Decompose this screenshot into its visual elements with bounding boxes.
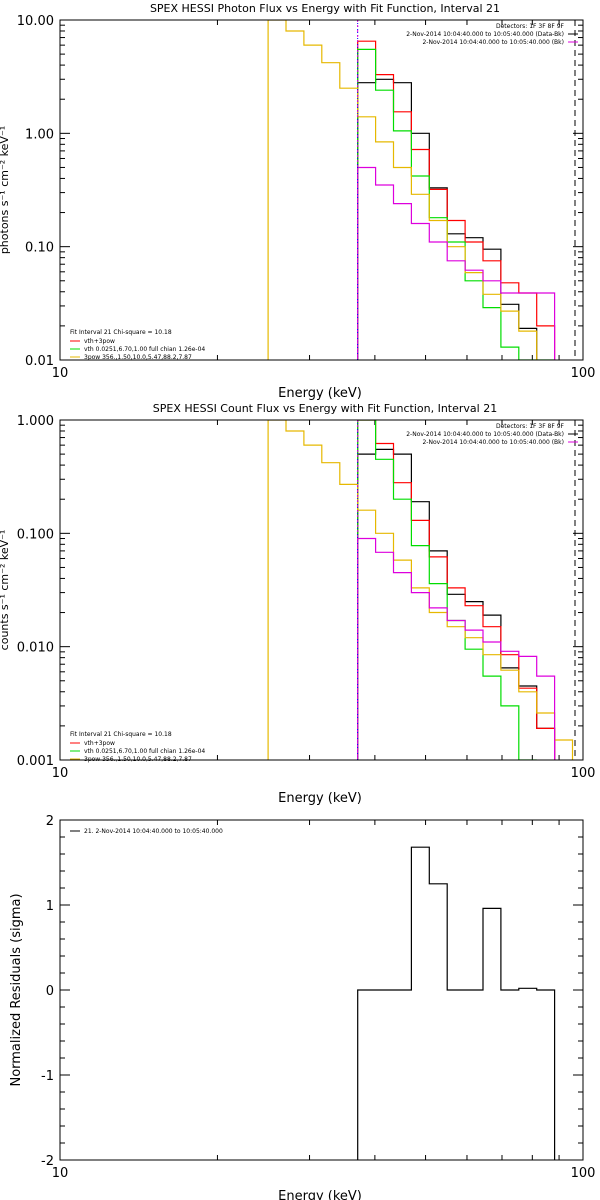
y-tick-label: -1: [41, 1069, 54, 1084]
series-black-step: [357, 846, 556, 1160]
y-tick-label: 1.00: [25, 127, 54, 142]
x-tick-label: 100: [571, 366, 596, 381]
count-flux-panel: SPEX HESSI Count Flux vs Energy with Fit…: [0, 402, 595, 806]
legend-label: 3pow 356.,1.50,10.0,5.47,88.2,7.87: [84, 354, 192, 361]
series-red-step: [357, 420, 556, 760]
y-tick-label: 1.000: [17, 414, 54, 429]
series-green-step: [357, 420, 537, 760]
info-line: Detectors: 1F 3F 8F 9F: [496, 423, 565, 430]
series-green-step: [357, 48, 555, 360]
plot-frame: [59, 19, 584, 361]
y-axis-label: photons s⁻¹ cm⁻² keV⁻¹: [0, 126, 11, 254]
plot-frame: [59, 819, 584, 1161]
x-axis-label: Energy (keV): [278, 1189, 362, 1200]
y-axis-label: Normalized Residuals (sigma): [9, 893, 24, 1086]
y-tick-label: 2: [46, 814, 54, 829]
y-tick-label: 0.001: [17, 754, 54, 769]
y-tick-label: 1: [46, 899, 54, 914]
info-line: 2-Nov-2014 10:04:40.000 to 10:05:40.000 …: [422, 39, 564, 46]
series-magenta-step: [357, 166, 556, 360]
info-line: 2-Nov-2014 10:04:40.000 to 10:05:40.000 …: [406, 31, 564, 38]
legend-label: 21. 2-Nov-2014 10:04:40.000 to 10:05:40.…: [84, 828, 223, 835]
x-tick-label: 100: [571, 766, 596, 781]
x-tick-label: 10: [52, 366, 69, 381]
x-tick-label: 100: [571, 1166, 596, 1181]
x-tick-label: 10: [52, 1166, 69, 1181]
legend-header: Fit Interval 21 Chi-square = 10.18: [70, 731, 172, 738]
x-axis-label: Energy (keV): [278, 386, 362, 401]
y-tick-label: 0.100: [17, 527, 54, 542]
y-tick-label: 0: [46, 984, 54, 999]
photon-flux-panel: SPEX HESSI Photon Flux vs Energy with Fi…: [0, 2, 595, 401]
legend-label: vth+3pow: [84, 338, 115, 345]
y-axis-label: counts s⁻¹ cm⁻² keV⁻¹: [0, 530, 11, 651]
plot-frame: [59, 419, 584, 761]
legend-label: vth 0.0251,6.70,1.00 full chian 1.26e-04: [84, 748, 205, 755]
x-axis-label: Energy (keV): [278, 791, 362, 806]
y-tick-label: 10.00: [17, 14, 54, 29]
legend-label: vth+3pow: [84, 740, 115, 747]
legend-header: Fit Interval 21 Chi-square = 10.18: [70, 329, 172, 336]
info-line: 2-Nov-2014 10:04:40.000 to 10:05:40.000 …: [422, 439, 564, 446]
series-yellow-step: [267, 420, 574, 760]
series-magenta-step: [357, 537, 556, 760]
info-line: Detectors: 1F 3F 8F 9F: [496, 23, 565, 30]
legend-label: vth 0.0251,6.70,1.00 full chian 1.26e-04: [84, 346, 205, 353]
chart-title: SPEX HESSI Count Flux vs Energy with Fit…: [153, 402, 497, 415]
y-tick-label: 0.01: [25, 354, 54, 369]
chart-title: SPEX HESSI Photon Flux vs Energy with Fi…: [150, 2, 500, 15]
series-yellow-step: [267, 20, 538, 360]
info-line: 2-Nov-2014 10:04:40.000 to 10:05:40.000 …: [406, 431, 564, 438]
y-tick-label: 0.10: [25, 241, 54, 256]
y-tick-label: -2: [41, 1154, 54, 1169]
residuals-panel: Normalized Residuals (sigma) Energy (keV…: [9, 814, 595, 1200]
series-red-step: [357, 40, 556, 360]
series-black-step: [357, 448, 556, 760]
x-tick-label: 10: [52, 766, 69, 781]
y-tick-label: 0.010: [17, 641, 54, 656]
